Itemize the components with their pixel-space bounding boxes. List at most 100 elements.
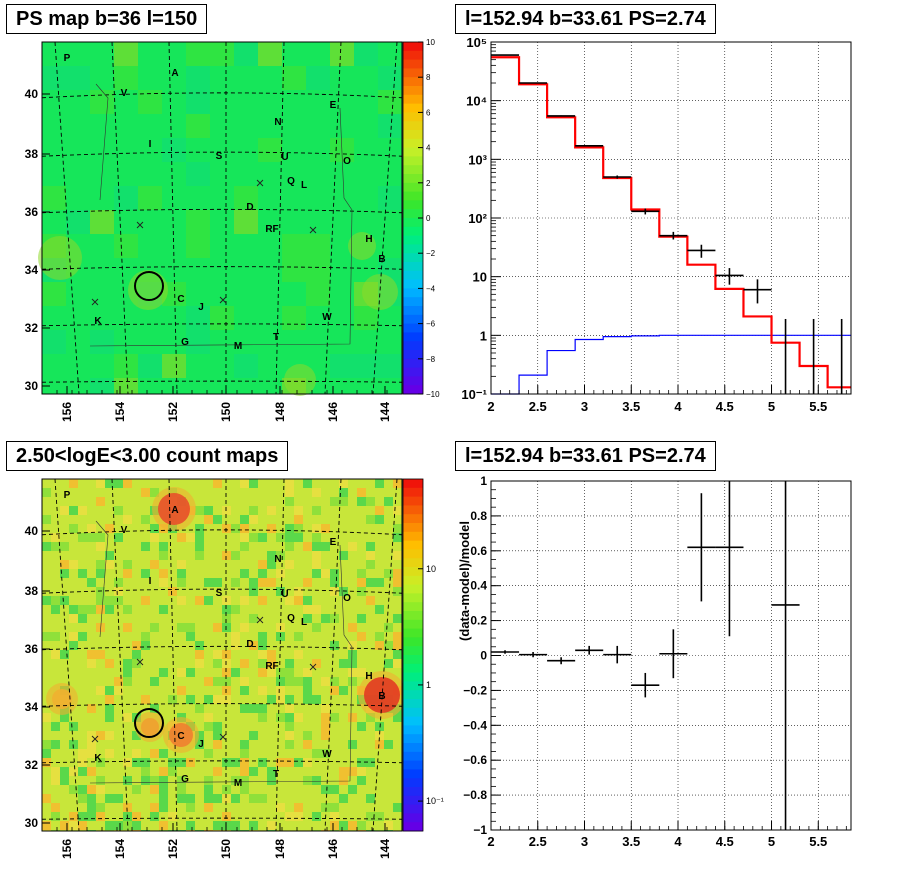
map-pixel bbox=[378, 90, 402, 114]
map-pixel bbox=[51, 596, 60, 605]
x-tick-label: 3.5 bbox=[622, 834, 640, 849]
y-tick-label: 0 bbox=[480, 649, 487, 663]
map-pixel bbox=[240, 623, 249, 632]
source-label-m: M bbox=[234, 778, 242, 789]
colorbar-segment bbox=[403, 59, 423, 69]
map-pixel bbox=[51, 533, 60, 542]
map-pixel bbox=[96, 758, 105, 767]
colorbar-segment bbox=[403, 314, 423, 325]
map-pixel bbox=[123, 479, 132, 488]
map-pixel bbox=[87, 794, 96, 803]
map-pixel bbox=[51, 740, 60, 749]
map-pixel bbox=[42, 488, 51, 497]
map-pixel bbox=[159, 542, 168, 551]
map-pixel bbox=[186, 623, 195, 632]
map-pixel bbox=[177, 560, 186, 569]
y-tick-label: −1 bbox=[473, 823, 487, 837]
map-pixel bbox=[204, 596, 213, 605]
map-grid-lon bbox=[372, 478, 398, 832]
map-pixel bbox=[276, 758, 285, 767]
map-pixel bbox=[177, 785, 186, 794]
map-pixel bbox=[132, 785, 141, 794]
map-pixel bbox=[321, 731, 330, 740]
lon-tick-label: 156 bbox=[60, 402, 74, 422]
map-pixel bbox=[78, 785, 87, 794]
lon-tick-label: 154 bbox=[113, 839, 127, 859]
map-pixel bbox=[123, 776, 132, 785]
map-pixel bbox=[240, 515, 249, 524]
colorbar-segment bbox=[403, 200, 423, 210]
map-pixel bbox=[312, 659, 321, 668]
map-pixel bbox=[348, 740, 357, 749]
map-pixel bbox=[285, 488, 294, 497]
map-pixel bbox=[168, 812, 177, 821]
map-pixel bbox=[159, 821, 168, 830]
map-pixel bbox=[51, 650, 60, 659]
source-label-c: C bbox=[177, 731, 184, 742]
map-pixel bbox=[87, 731, 96, 740]
map-pixel bbox=[357, 488, 366, 497]
lat-tick-label: 36 bbox=[25, 205, 39, 219]
map-pixel bbox=[393, 641, 402, 650]
map-pixel bbox=[276, 677, 285, 686]
map-pixel bbox=[303, 578, 312, 587]
map-pixel bbox=[195, 740, 204, 749]
map-pixel bbox=[213, 578, 222, 587]
map-pixels bbox=[42, 479, 406, 831]
colorbar-segment bbox=[403, 602, 423, 612]
map-pixel bbox=[60, 560, 69, 569]
map-pixel bbox=[90, 330, 114, 354]
map-pixel bbox=[282, 66, 306, 90]
map-pixel bbox=[69, 524, 78, 533]
map-pixel bbox=[78, 749, 87, 758]
map-pixel bbox=[276, 569, 285, 578]
colorbar-segment bbox=[403, 323, 423, 333]
map-pixel bbox=[96, 812, 105, 821]
colorbar-tick-label: −6 bbox=[426, 320, 436, 329]
map-grid-lon bbox=[324, 478, 342, 832]
colorbar-tick-label: 4 bbox=[426, 144, 431, 153]
source-label-c: C bbox=[177, 294, 184, 305]
lon-tick-label: 148 bbox=[273, 402, 287, 422]
map-hotspot bbox=[348, 232, 376, 260]
map-pixel bbox=[204, 578, 213, 587]
map-pixel bbox=[267, 668, 276, 677]
colorbar-segment bbox=[403, 487, 423, 498]
colorbar-segment bbox=[403, 804, 423, 814]
map-pixel bbox=[330, 785, 339, 794]
map-hotspot bbox=[284, 364, 316, 396]
map-pixel bbox=[348, 641, 357, 650]
map-pixel bbox=[267, 524, 276, 533]
source-label-rf: RF bbox=[265, 224, 278, 235]
map-pixel bbox=[249, 614, 258, 623]
colorbar-segment bbox=[403, 121, 423, 131]
source-label-v: V bbox=[121, 88, 128, 99]
colorbar-segment bbox=[403, 288, 423, 298]
map-pixel bbox=[159, 794, 168, 803]
map-pixel bbox=[258, 668, 267, 677]
map-pixel bbox=[231, 776, 240, 785]
map-pixel bbox=[96, 497, 105, 506]
map-pixel bbox=[231, 794, 240, 803]
map-pixel bbox=[375, 479, 384, 488]
map-pixel bbox=[96, 605, 105, 614]
source-label-o: O bbox=[343, 593, 351, 604]
map-pixel bbox=[186, 821, 195, 830]
map-pixel bbox=[114, 677, 123, 686]
map-pixel bbox=[249, 587, 258, 596]
map-pixel bbox=[213, 677, 222, 686]
map-source-glow bbox=[158, 493, 190, 525]
map-pixel bbox=[69, 506, 78, 515]
map-pixel bbox=[213, 479, 222, 488]
map-pixel bbox=[42, 330, 66, 354]
map-pixel bbox=[105, 794, 114, 803]
source-cross-marker bbox=[256, 616, 264, 624]
y-tick-label: 10³ bbox=[468, 152, 487, 167]
x-tick-label: 5.5 bbox=[809, 399, 827, 414]
map-pixel bbox=[375, 731, 384, 740]
map-pixel bbox=[240, 785, 249, 794]
map-pixel bbox=[222, 551, 231, 560]
lon-tick-label: 154 bbox=[113, 402, 127, 422]
map-pixel bbox=[249, 479, 258, 488]
map-pixel bbox=[303, 686, 312, 695]
